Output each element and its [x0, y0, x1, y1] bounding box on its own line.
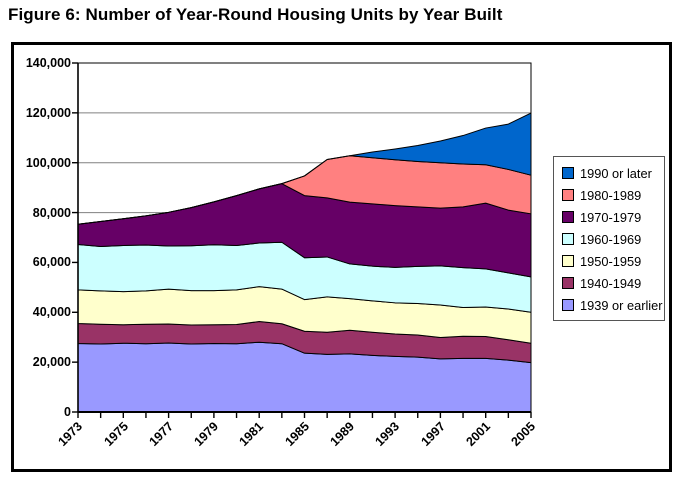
legend-item: 1960-1969: [558, 228, 661, 250]
legend: 1990 or later 1980-1989 1970-1979 1960-1969…: [553, 156, 665, 321]
legend-color-swatch-icon: [562, 189, 574, 201]
legend-item: 1970-1979: [558, 206, 661, 228]
y-axis-tick-label: 80,000: [32, 205, 71, 220]
legend-color-swatch-icon: [562, 211, 574, 223]
legend-item-label: 1970-1979: [580, 209, 642, 225]
legend-item-label: 1939 or earlier: [580, 297, 663, 313]
y-axis-tick-label: 60,000: [32, 255, 71, 270]
legend-item: 1939 or earlier: [558, 294, 663, 316]
y-axis-tick-label: 100,000: [25, 155, 71, 170]
legend-item: 1980-1989: [558, 184, 661, 206]
legend-color-swatch-icon: [562, 277, 574, 289]
figure-title: Figure 6: Number of Year-Round Housing U…: [8, 5, 503, 24]
legend-item-label: 1950-1959: [580, 253, 642, 269]
legend-color-swatch-icon: [562, 233, 574, 245]
legend-item-label: 1960-1969: [580, 231, 642, 247]
stacked-area-chart: [72, 62, 532, 418]
y-axis-tick-label: 140,000: [25, 56, 71, 70]
y-axis-tick-label: 40,000: [32, 305, 71, 320]
y-axis-tick-label: 120,000: [25, 105, 71, 120]
legend-item-label: 1940-1949: [580, 275, 642, 291]
y-axis-tick-label: 0: [64, 405, 71, 419]
chart-frame: 0 20,000 40,000 60,000 80,000 100,000 120,000 1…: [11, 42, 672, 472]
legend-color-swatch-icon: [562, 167, 574, 179]
legend-item-label: 1990 or later: [580, 165, 652, 181]
y-axis-tick-label: 20,000: [32, 355, 71, 370]
legend-item: 1950-1959: [558, 250, 661, 272]
legend-color-swatch-icon: [562, 299, 574, 311]
legend-color-swatch-icon: [562, 255, 574, 267]
legend-item: 1990 or later: [558, 162, 661, 184]
legend-item-label: 1980-1989: [580, 187, 642, 203]
legend-item: 1940-1949: [558, 272, 661, 294]
